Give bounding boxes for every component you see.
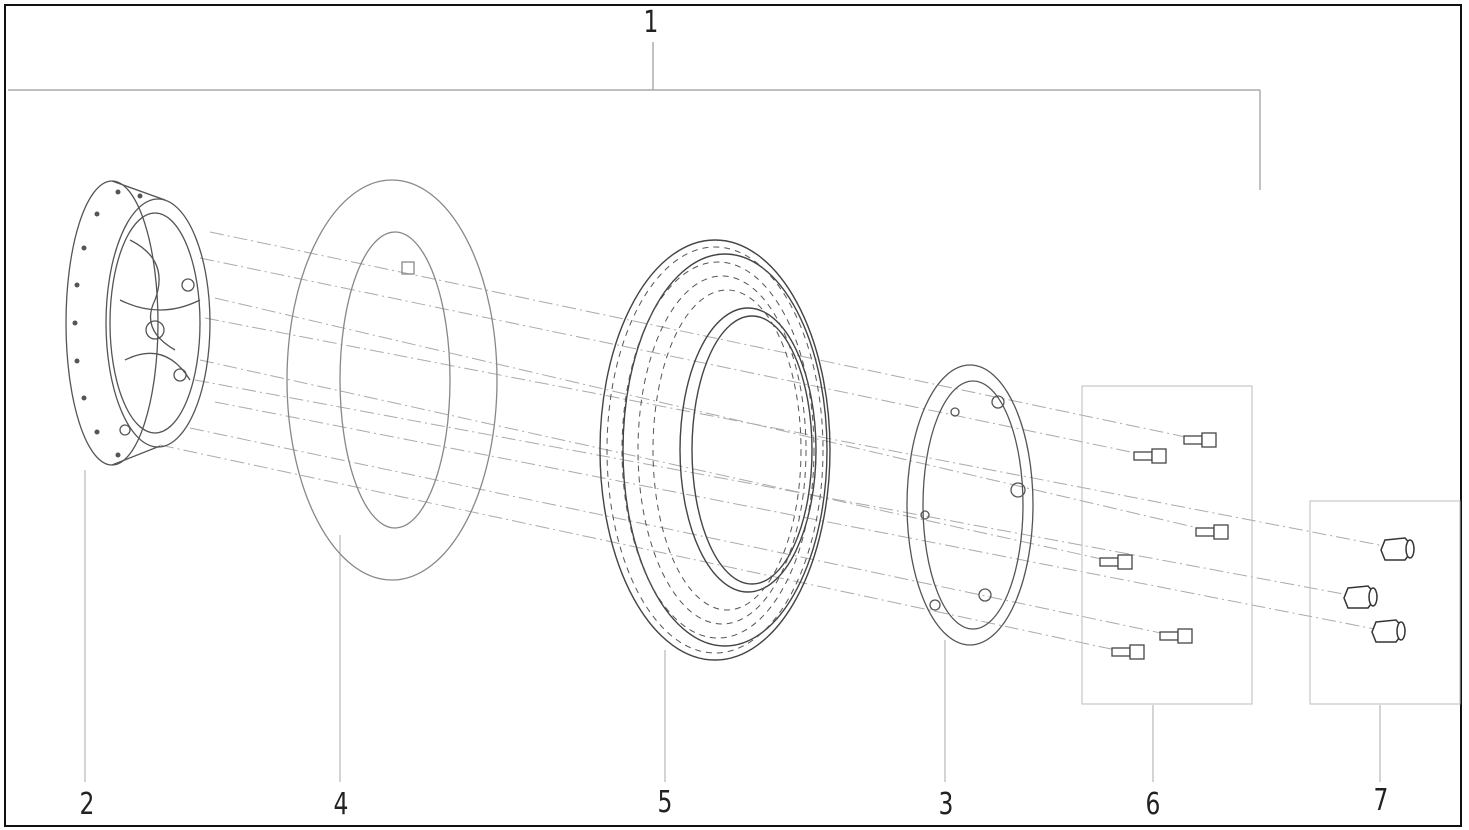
callout-rim-ring: 3 bbox=[938, 787, 954, 822]
assembly-bracket bbox=[8, 42, 1261, 190]
nuts-group bbox=[1309, 500, 1461, 705]
assembly-axis-lines bbox=[159, 231, 1396, 653]
callout-tire: 5 bbox=[657, 785, 673, 820]
callout-assembly: 1 bbox=[643, 5, 659, 40]
bolt bbox=[1133, 448, 1167, 464]
nut bbox=[1343, 585, 1378, 609]
bolt bbox=[1195, 524, 1229, 540]
nut bbox=[1380, 537, 1415, 561]
rim-ring bbox=[906, 364, 1034, 646]
callout-hub: 2 bbox=[79, 787, 95, 822]
inner-tube bbox=[286, 179, 498, 581]
tire-tread bbox=[606, 246, 824, 654]
hub bbox=[65, 180, 211, 466]
hub-bolt-holes bbox=[72, 189, 143, 458]
drawing-frame bbox=[4, 4, 1462, 827]
leader-lines bbox=[84, 470, 1381, 782]
bolt bbox=[1183, 432, 1217, 448]
callout-inner-tube: 4 bbox=[333, 787, 349, 822]
bolt bbox=[1111, 644, 1145, 660]
bolt bbox=[1099, 554, 1133, 570]
bolts-group bbox=[1081, 385, 1253, 705]
nut bbox=[1371, 619, 1406, 643]
callout-nuts: 7 bbox=[1373, 783, 1389, 818]
bolt bbox=[1159, 628, 1193, 644]
callout-bolts: 6 bbox=[1145, 787, 1161, 822]
tire bbox=[599, 239, 831, 661]
